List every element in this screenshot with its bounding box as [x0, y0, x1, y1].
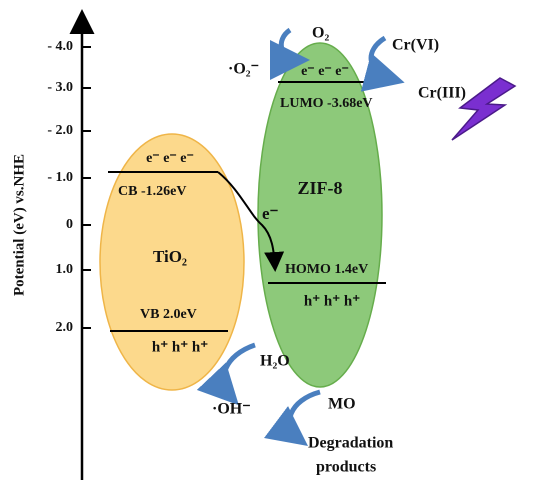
tick-label: 0 — [66, 217, 73, 232]
products-line2: products — [316, 459, 376, 476]
lumo-label: LUMO -3.68eV — [280, 96, 373, 111]
mo-label: MO — [328, 396, 356, 413]
tio2-holes: h⁺ h⁺ h⁺ — [152, 339, 208, 355]
vb-label: VB 2.0eV — [140, 307, 197, 322]
h2o-label: H₂O — [260, 353, 290, 370]
cr3-label: Cr(III) — [418, 85, 466, 102]
hydroxyl-label: ·OH⁻ — [212, 401, 251, 418]
tick-label: - 1.0 — [47, 170, 73, 185]
axis-title: Potential (eV) vs.NHE — [11, 154, 27, 296]
zif8-label: ZIF-8 — [298, 178, 343, 198]
light-bolt — [451, 77, 517, 141]
transfer-label: e⁻ — [262, 204, 279, 223]
electron-transfer-arrow — [217, 171, 285, 272]
superoxide-label: ·O₂⁻ — [228, 61, 259, 78]
mo-arrow — [264, 389, 321, 447]
zif8-holes: h⁺ h⁺ h⁺ — [304, 293, 360, 309]
tick-label: - 2.0 — [47, 123, 73, 138]
h2o-arrow — [196, 342, 256, 406]
tio2-ellipse — [99, 133, 245, 391]
tio2-label: TiO₂ — [153, 247, 187, 266]
tick-label: - 4.0 — [47, 39, 73, 54]
homo-label: HOMO 1.4eV — [285, 262, 368, 277]
tick-label: 1.0 — [56, 262, 74, 277]
tick-label: 2.0 — [56, 320, 74, 335]
o2-arrow — [269, 27, 310, 80]
cb-label: CB -1.26eV — [118, 184, 186, 199]
zif8-ellipse — [257, 42, 383, 388]
cr-arrow — [360, 35, 405, 92]
o2-label: O₂ — [312, 25, 329, 42]
zif8-electrons: e⁻ e⁻ e⁻ — [301, 64, 349, 79]
products-line1: Degradation — [308, 435, 393, 452]
tick-label: - 3.0 — [47, 80, 73, 95]
tio2-electrons: e⁻ e⁻ e⁻ — [146, 151, 194, 166]
cr6-label: Cr(VI) — [392, 37, 439, 54]
